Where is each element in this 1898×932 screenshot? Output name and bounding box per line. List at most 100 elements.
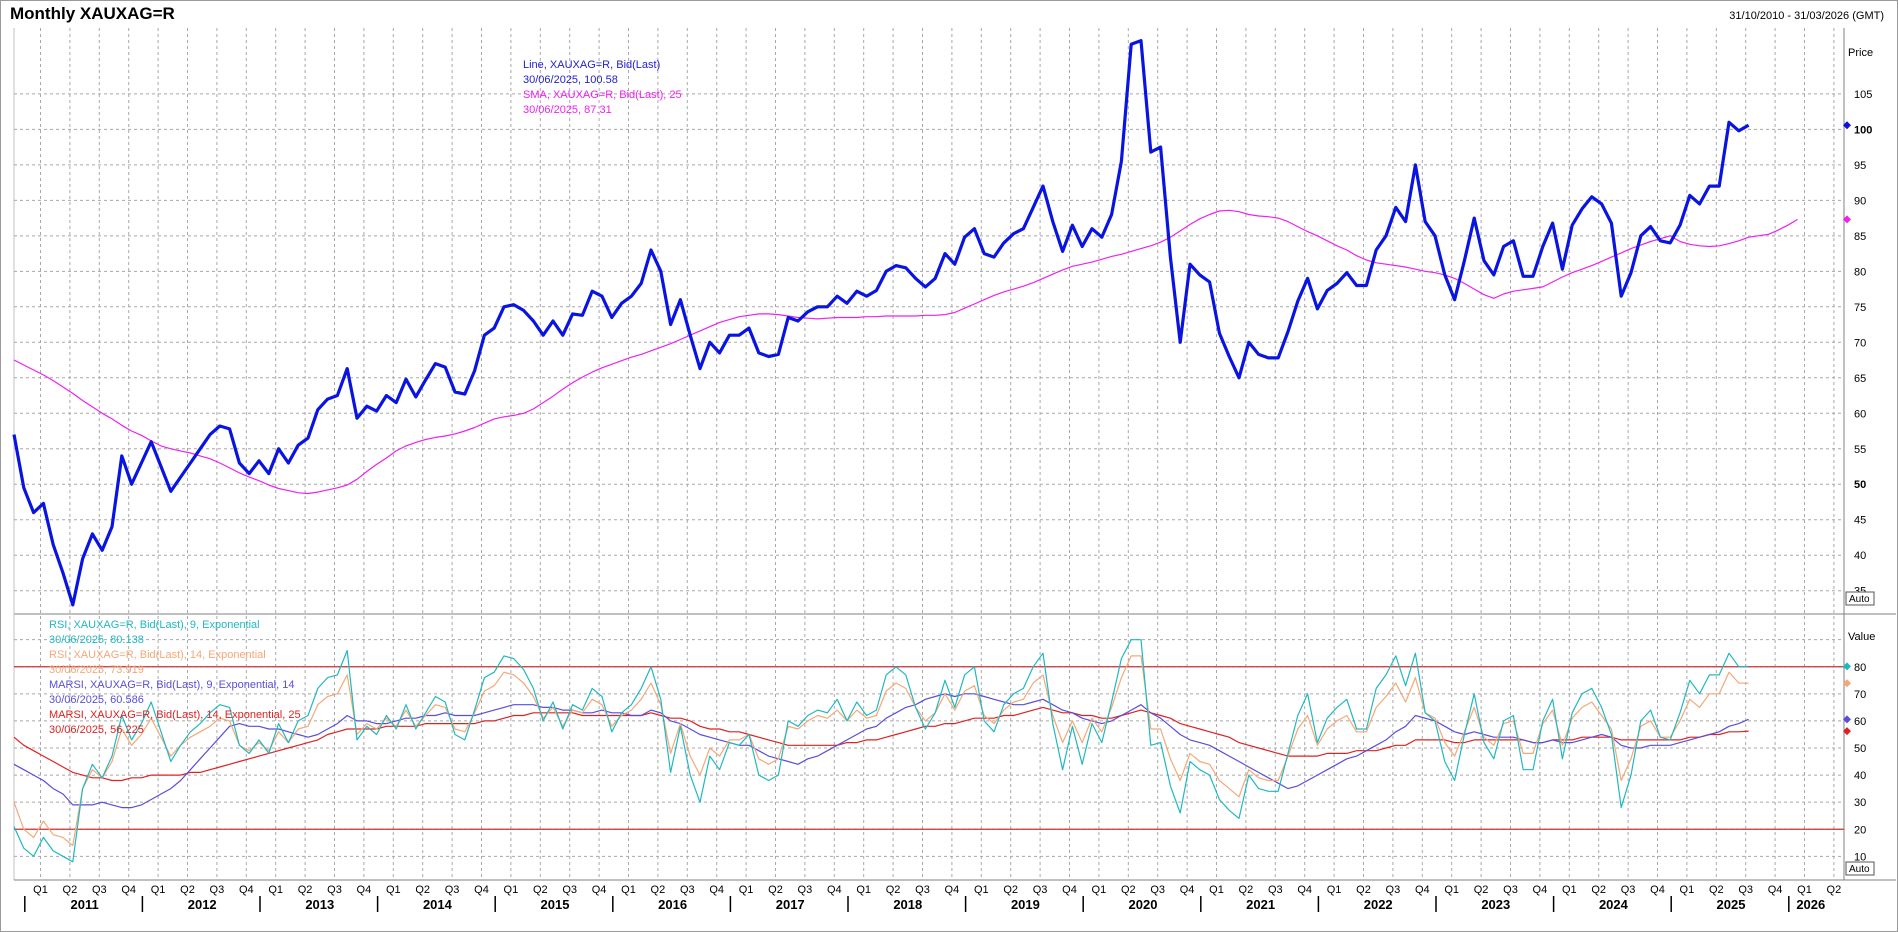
quarter-label: Q1 xyxy=(1562,884,1577,896)
price-legend-value: 30/06/2025, 100.58 xyxy=(523,74,618,86)
price-tick-label: 55 xyxy=(1854,444,1866,456)
chart-title: Monthly XAUXAG=R xyxy=(10,4,175,23)
quarter-label: Q3 xyxy=(1738,884,1753,896)
value-tick-label: 50 xyxy=(1854,743,1866,755)
quarter-label: Q3 xyxy=(210,884,225,896)
quarter-label: Q2 xyxy=(1003,884,1018,896)
year-label: 2022 xyxy=(1364,897,1393,912)
price-tick-label: 45 xyxy=(1854,515,1866,527)
quarter-label: Q1 xyxy=(856,884,871,896)
auto-label: Auto xyxy=(1849,594,1870,605)
sma-line xyxy=(13,209,1798,495)
quarter-label: Q3 xyxy=(1268,884,1283,896)
date-range: 31/10/2010 - 31/03/2026 (GMT) xyxy=(1729,10,1884,22)
quarter-label: Q2 xyxy=(1827,884,1842,896)
year-label: 2025 xyxy=(1717,897,1746,912)
year-label: 2013 xyxy=(305,897,334,912)
indicator-legend-label: MARSI, XAUXAG=R, Bid(Last), 9, Exponenti… xyxy=(49,679,294,691)
quarter-label: Q4 xyxy=(1062,884,1077,896)
value-tick-label: 30 xyxy=(1854,797,1866,809)
quarter-label: Q1 xyxy=(739,884,754,896)
quarter-label: Q1 xyxy=(1327,884,1342,896)
year-label: 2024 xyxy=(1599,897,1629,912)
grid xyxy=(13,28,1896,881)
quarter-label: Q2 xyxy=(533,884,548,896)
quarter-label: Q2 xyxy=(1591,884,1606,896)
indicator-marker xyxy=(1843,727,1851,736)
indicator-legend-label: RSI, XAUXAG=R, Bid(Last), 9, Exponential xyxy=(49,619,260,631)
price-tick-label: 75 xyxy=(1854,302,1866,314)
quarter-label: Q4 xyxy=(1415,884,1430,896)
legend: Line, XAUXAG=R, Bid(Last) 30/06/2025, 100… xyxy=(49,59,682,736)
year-label: 2026 xyxy=(1796,897,1825,912)
year-label: 2015 xyxy=(541,897,570,912)
quarter-label: Q2 xyxy=(63,884,78,896)
quarter-label: Q3 xyxy=(1621,884,1636,896)
quarter-label: Q1 xyxy=(386,884,401,896)
quarter-label: Q1 xyxy=(268,884,283,896)
indicator-legend-value: 30/06/2025, 73.919 xyxy=(49,664,144,676)
indicator-legend-value: 30/06/2025, 80.138 xyxy=(49,634,144,646)
marsi9-line xyxy=(13,693,1749,809)
auto-box xyxy=(1845,591,1875,606)
quarter-label: Q1 xyxy=(504,884,519,896)
quarter-label: Q4 xyxy=(1297,884,1312,896)
quarter-label: Q3 xyxy=(445,884,460,896)
quarter-label: Q4 xyxy=(1533,884,1548,896)
value-tick-label: 20 xyxy=(1854,824,1866,836)
quarter-label: Q4 xyxy=(121,884,136,896)
price-tick-label: 60 xyxy=(1854,408,1866,420)
quarter-label: Q1 xyxy=(33,884,48,896)
quarter-label: Q4 xyxy=(239,884,254,896)
indicator-marker xyxy=(1843,715,1851,724)
rsi14-line xyxy=(13,655,1749,847)
quarter-label: Q4 xyxy=(592,884,607,896)
quarter-label: Q4 xyxy=(1180,884,1195,896)
quarter-label: Q1 xyxy=(1209,884,1224,896)
year-label: 2018 xyxy=(893,897,922,912)
value-tick-label: 80 xyxy=(1854,662,1866,674)
price-line xyxy=(12,38,1750,607)
quarter-label: Q2 xyxy=(768,884,783,896)
price-tick-label: 105 xyxy=(1854,89,1872,101)
indicator-legend-value: 30/06/2025, 60.586 xyxy=(49,694,144,706)
quarter-label: Q1 xyxy=(1444,884,1459,896)
auto-box xyxy=(1845,861,1875,876)
year-label: 2019 xyxy=(1011,897,1040,912)
value-axis-title: Value xyxy=(1848,631,1875,643)
year-label: 2017 xyxy=(776,897,805,912)
value-auto-button[interactable]: Auto xyxy=(1845,861,1875,876)
price-tick-label: 90 xyxy=(1854,195,1866,207)
quarter-label: Q2 xyxy=(886,884,901,896)
quarter-label: Q3 xyxy=(1150,884,1165,896)
quarter-label: Q4 xyxy=(1768,884,1783,896)
year-label: 2014 xyxy=(423,897,453,912)
quarter-label: Q2 xyxy=(415,884,430,896)
quarter-label: Q2 xyxy=(1356,884,1371,896)
price-tick-label: 65 xyxy=(1854,373,1866,385)
value-tick-label: 60 xyxy=(1854,716,1866,728)
value-tick-label: 10 xyxy=(1854,851,1866,863)
indicator-legend-value: 30/06/2025, 56.225 xyxy=(49,724,144,736)
year-label: 2021 xyxy=(1246,897,1275,912)
quarter-label: Q4 xyxy=(827,884,842,896)
price-marker xyxy=(1843,121,1851,130)
quarter-label: Q4 xyxy=(709,884,724,896)
price-tick-label: 40 xyxy=(1854,550,1866,562)
sma-marker xyxy=(1843,215,1851,224)
price-auto-button[interactable]: Auto xyxy=(1845,591,1875,606)
value-tick-label: 40 xyxy=(1854,770,1866,782)
price-tick-label: 80 xyxy=(1854,266,1866,278)
quarter-label: Q2 xyxy=(651,884,666,896)
quarter-label: Q2 xyxy=(1239,884,1254,896)
price-legend-label: Line, XAUXAG=R, Bid(Last) xyxy=(523,59,660,71)
rsi9-line xyxy=(13,639,1749,863)
year-label: 2020 xyxy=(1129,897,1158,912)
quarter-label: Q1 xyxy=(974,884,989,896)
quarter-label: Q4 xyxy=(945,884,960,896)
quarter-label: Q4 xyxy=(474,884,489,896)
year-label: 2012 xyxy=(188,897,217,912)
quarter-label: Q3 xyxy=(1033,884,1048,896)
price-axis-title: Price xyxy=(1848,47,1873,59)
